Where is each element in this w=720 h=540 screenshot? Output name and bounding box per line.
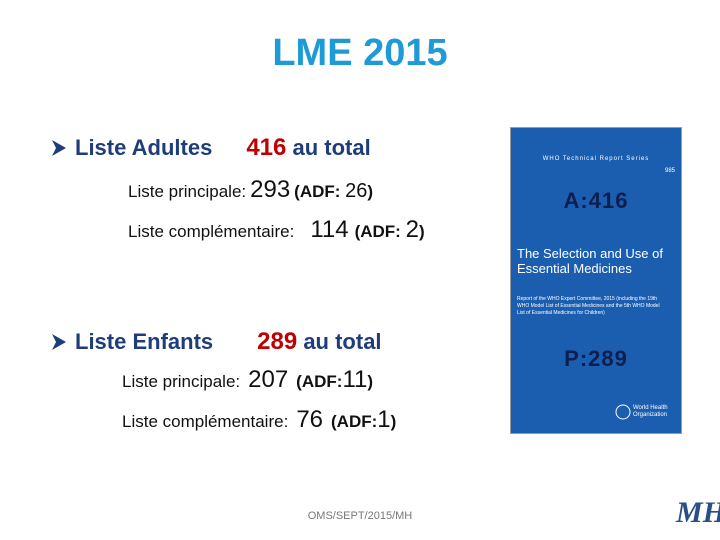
bullet: [52, 140, 66, 156]
close: ): [367, 182, 374, 201]
adf-count: 2: [405, 216, 419, 243]
adf-label: (ADF:: [296, 372, 343, 391]
adf-label: (ADF:: [354, 222, 401, 241]
line-count: 293: [250, 176, 291, 203]
section-total: 416: [246, 134, 287, 161]
adf-label: (ADF:: [331, 412, 378, 431]
section-label: Liste Adultes: [75, 135, 213, 160]
list-line: Liste complémentaire: 76 (ADF:1): [122, 406, 396, 434]
adf-label: (ADF:: [294, 182, 341, 201]
line-count: 76: [296, 406, 324, 433]
report-cover: WHO Technical Report Series 985 A:416 Th…: [510, 127, 682, 434]
cover-title: The Selection and Use of Essential Medic…: [517, 246, 663, 276]
total-suffix: au total: [303, 329, 382, 354]
line-label: Liste complémentaire:: [122, 412, 289, 431]
badge-top: A:416: [563, 188, 629, 213]
adf-count: 26: [345, 180, 368, 202]
logo: MH: [676, 496, 720, 529]
cover-series: WHO Technical Report Series: [542, 156, 650, 162]
close: ): [390, 412, 397, 431]
slide-title: LME 2015: [272, 32, 448, 74]
line-count: 114: [310, 216, 349, 243]
close: ): [418, 222, 425, 241]
section-label: Liste Enfants: [75, 329, 214, 354]
list-line: Liste complémentaire: 114 (ADF: 2): [128, 216, 425, 244]
line-label: Liste principale:: [122, 372, 241, 391]
total-suffix: au total: [292, 135, 371, 160]
close: ): [367, 372, 374, 391]
line-count: 207: [248, 366, 289, 393]
section-total: 289: [257, 328, 298, 355]
line-label: Liste principale:: [128, 182, 247, 201]
cover-number: 985: [664, 168, 675, 174]
cover-subtitle: Report of the WHO Expert Committee, 2015…: [517, 296, 660, 316]
section-heading: Liste Enfants 289 au total: [75, 328, 382, 356]
bullet: [52, 334, 66, 350]
adf-count: 1: [377, 406, 391, 433]
adf-count: 11: [342, 366, 368, 393]
list-line: Liste principale: 293 (ADF: 26): [128, 176, 373, 204]
badge-bottom: P:289: [564, 346, 628, 371]
who-emblem: [615, 404, 631, 420]
cover-org: World Health Organization: [633, 405, 668, 418]
line-label: Liste complémentaire:: [128, 222, 295, 241]
footer: OMS/SEPT/2015/MH: [307, 510, 413, 522]
list-line: Liste principale: 207 (ADF:11): [122, 366, 373, 394]
section-heading: Liste Adultes 416 au total: [75, 134, 371, 162]
